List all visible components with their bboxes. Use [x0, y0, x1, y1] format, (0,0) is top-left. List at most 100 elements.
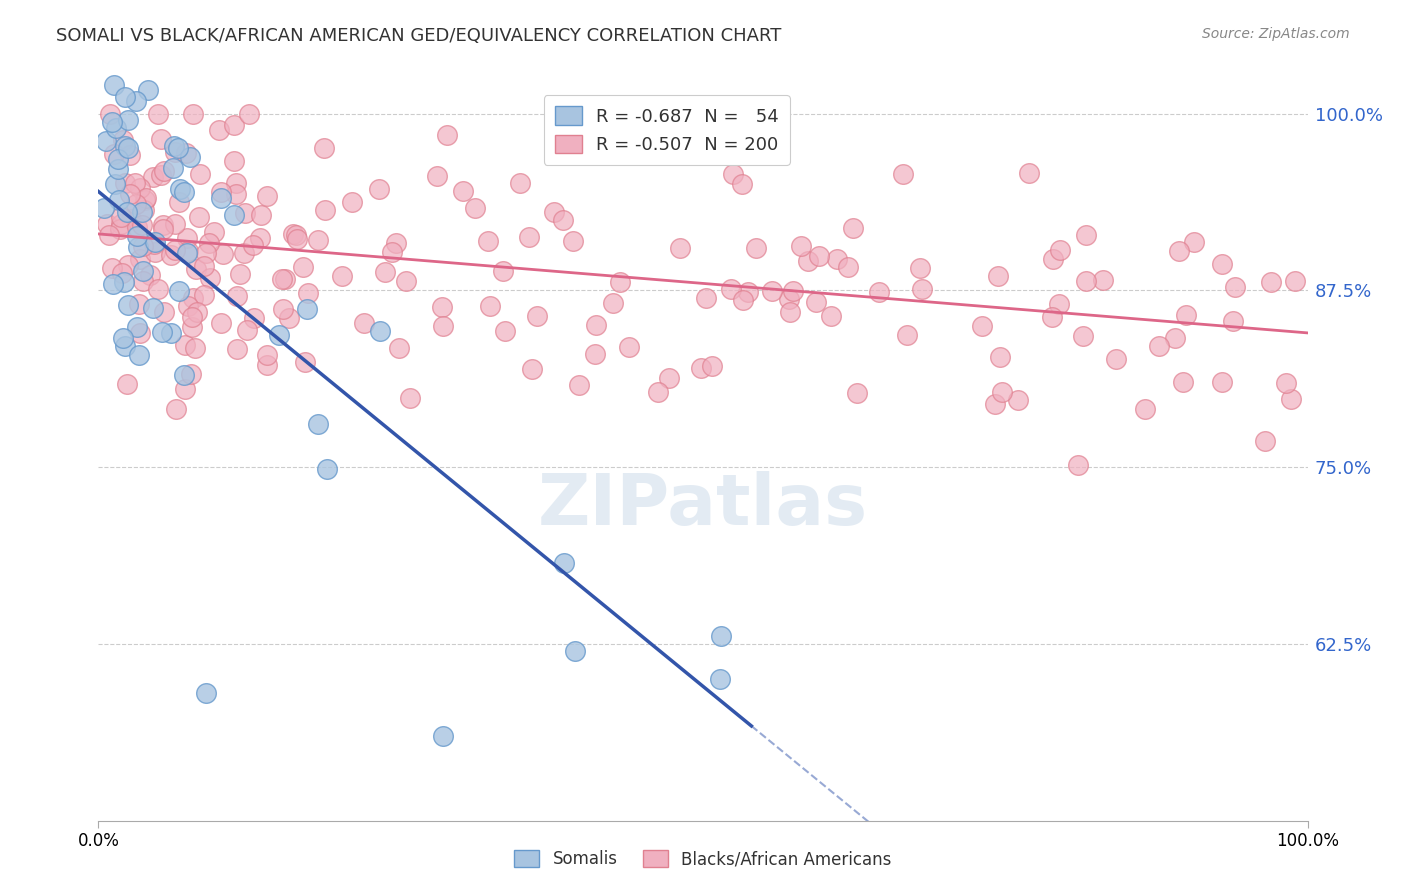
- Point: [1211, 257, 1233, 271]
- Point: [891, 167, 914, 181]
- Point: [128, 348, 150, 362]
- Point: [702, 359, 724, 373]
- Point: [583, 346, 606, 360]
- Point: [385, 236, 408, 251]
- Point: [128, 180, 150, 194]
- Point: [797, 254, 820, 268]
- Point: [177, 244, 200, 259]
- Point: [1260, 275, 1282, 289]
- Point: [198, 236, 221, 251]
- Point: [125, 229, 148, 244]
- Point: [225, 176, 247, 190]
- Point: [169, 182, 191, 196]
- Point: [256, 358, 278, 372]
- Point: [115, 204, 138, 219]
- Point: [176, 246, 198, 260]
- Point: [114, 90, 136, 104]
- Point: [233, 205, 256, 219]
- Point: [733, 293, 755, 308]
- Point: [209, 191, 232, 205]
- Point: [270, 271, 292, 285]
- Point: [274, 272, 297, 286]
- Point: [136, 83, 159, 97]
- Point: [208, 123, 231, 137]
- Point: [103, 277, 125, 291]
- Point: [1040, 310, 1063, 324]
- Point: [249, 230, 271, 244]
- Point: [117, 112, 139, 127]
- Point: [436, 128, 458, 142]
- Legend: Somalis, Blacks/African Americans: Somalis, Blacks/African Americans: [508, 843, 898, 875]
- Point: [761, 284, 783, 298]
- Point: [135, 191, 157, 205]
- Point: [991, 384, 1014, 399]
- Point: [193, 259, 215, 273]
- Point: [291, 260, 314, 275]
- Point: [721, 167, 744, 181]
- Point: [127, 240, 149, 254]
- Point: [1211, 375, 1233, 389]
- Point: [111, 133, 134, 147]
- Point: [782, 284, 804, 298]
- Point: [388, 341, 411, 355]
- Point: [256, 188, 278, 202]
- Point: [585, 318, 607, 333]
- Point: [911, 282, 934, 296]
- Point: [294, 355, 316, 369]
- Point: [235, 323, 257, 337]
- Point: [188, 167, 211, 181]
- Point: [250, 208, 273, 222]
- Point: [837, 260, 859, 274]
- Point: [256, 348, 278, 362]
- Point: [307, 234, 329, 248]
- Point: [145, 244, 167, 259]
- Point: [163, 138, 186, 153]
- Point: [451, 184, 474, 198]
- Point: [380, 244, 402, 259]
- Point: [285, 232, 308, 246]
- Point: [128, 296, 150, 310]
- Point: [103, 147, 125, 161]
- Point: [314, 202, 336, 217]
- Point: [150, 132, 173, 146]
- Point: [152, 305, 174, 319]
- Point: [690, 360, 713, 375]
- Point: [200, 271, 222, 285]
- Point: [232, 246, 254, 260]
- Point: [174, 338, 197, 352]
- Point: [562, 234, 585, 248]
- Point: [1168, 244, 1191, 258]
- Point: [148, 107, 170, 121]
- Point: [94, 134, 117, 148]
- Point: [173, 185, 195, 199]
- Point: [117, 258, 139, 272]
- Point: [181, 107, 204, 121]
- Point: [1049, 243, 1071, 257]
- Point: [551, 213, 574, 227]
- Point: [295, 302, 318, 317]
- Point: [202, 225, 225, 239]
- Point: [229, 268, 252, 282]
- Point: [152, 219, 174, 233]
- Point: [111, 331, 134, 345]
- Point: [395, 274, 418, 288]
- Point: [180, 367, 202, 381]
- Point: [1133, 402, 1156, 417]
- Point: [114, 176, 136, 190]
- Point: [165, 145, 187, 159]
- Point: [868, 285, 890, 299]
- Point: [120, 147, 142, 161]
- Point: [211, 316, 233, 330]
- Point: [242, 237, 264, 252]
- Point: [695, 291, 717, 305]
- Point: [478, 299, 501, 313]
- Point: [173, 368, 195, 383]
- Text: SOMALI VS BLACK/AFRICAN AMERICAN GED/EQUIVALENCY CORRELATION CHART: SOMALI VS BLACK/AFRICAN AMERICAN GED/EQU…: [56, 27, 782, 45]
- Point: [131, 239, 153, 253]
- Point: [543, 205, 565, 219]
- Point: [143, 235, 166, 249]
- Point: [432, 319, 454, 334]
- Point: [330, 269, 353, 284]
- Point: [120, 186, 142, 201]
- Point: [222, 209, 245, 223]
